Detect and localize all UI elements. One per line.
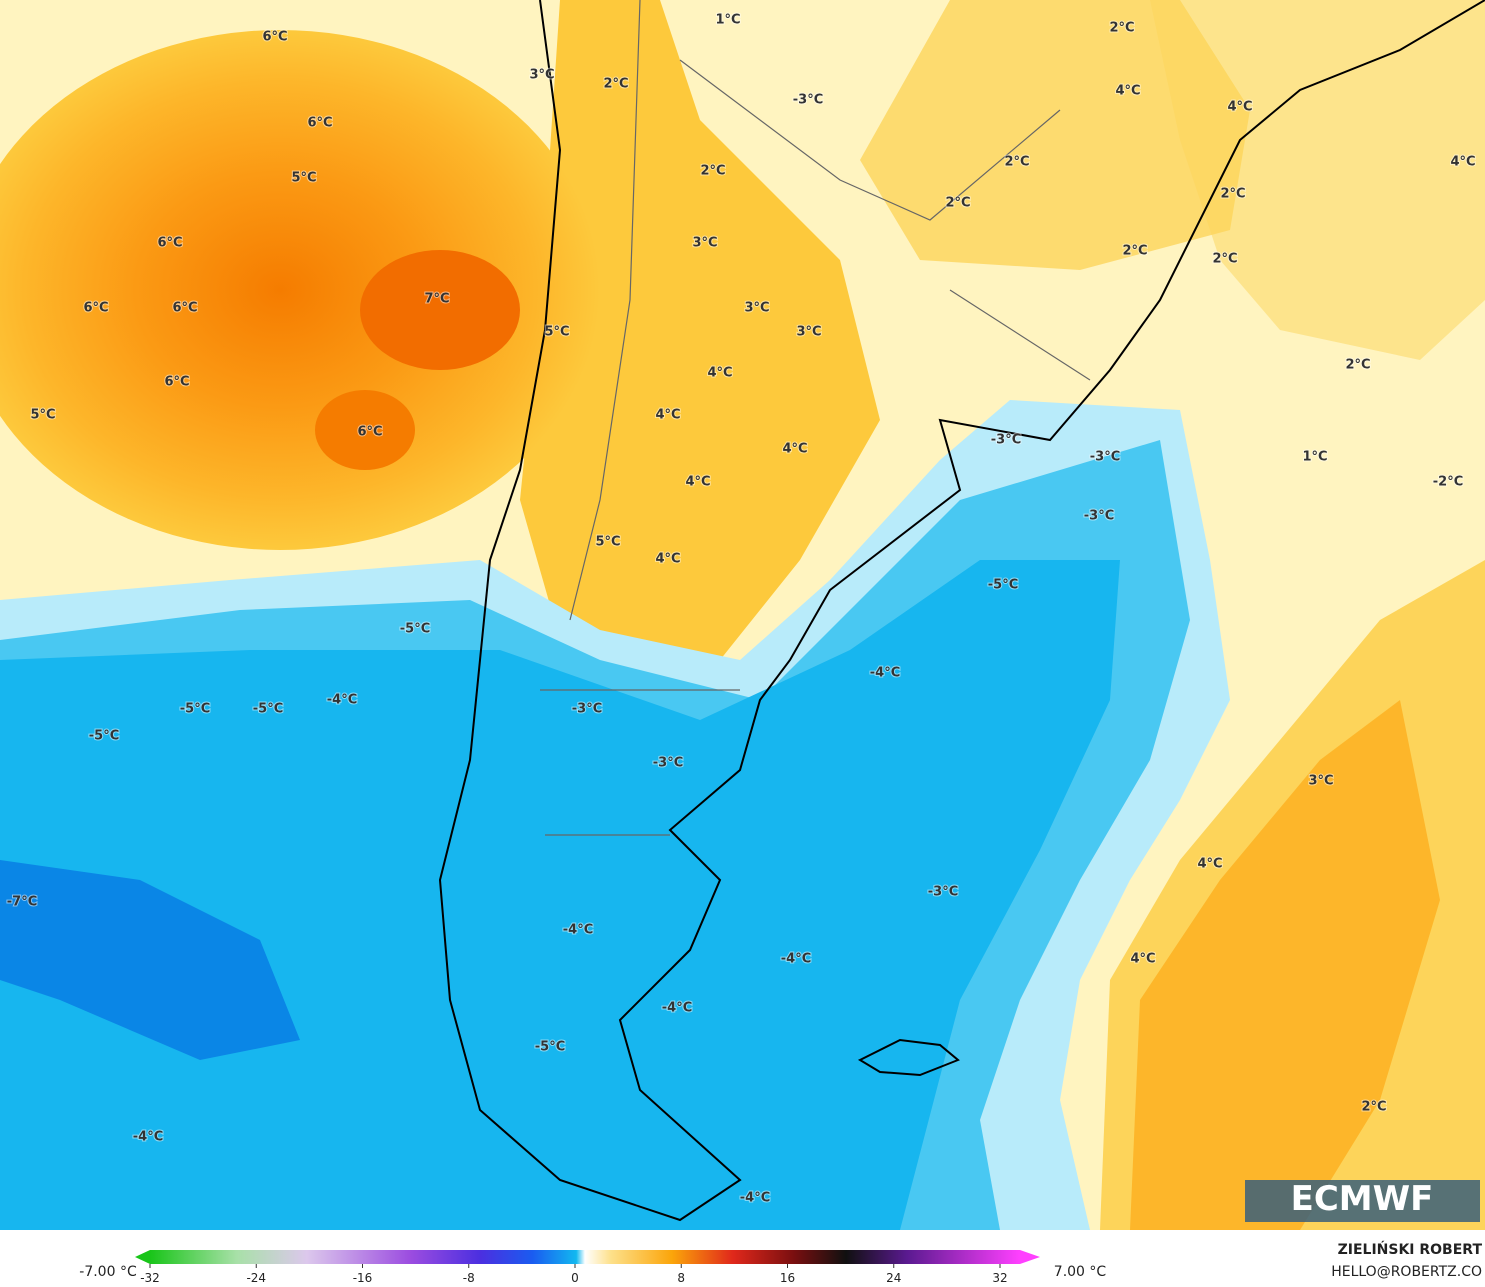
temperature-label: 6°C (164, 375, 189, 390)
temperature-label: -5°C (988, 578, 1018, 593)
coastline (438, 0, 1485, 1222)
temperature-label: 6°C (262, 30, 287, 45)
temperature-label: -3°C (1084, 509, 1114, 524)
colorbar-tick-label: 24 (886, 1271, 901, 1285)
temperature-labels: 6°C 3°C 2°C 1°C -3°C 2°C 4°C 4°C 4°C 6°C 5°C 2°C 2°C… (6, 12, 1477, 1207)
temperature-label: 2°C (700, 164, 725, 179)
temperature-label: 4°C (707, 366, 732, 381)
temperature-label: -4°C (662, 1001, 692, 1016)
temperature-label: 4°C (655, 552, 680, 567)
temperature-label: 5°C (544, 325, 569, 340)
temperature-label: 4°C (685, 475, 710, 490)
temperature-label: -3°C (653, 756, 683, 771)
temperature-label: 1°C (715, 13, 740, 28)
warm-core (360, 250, 520, 370)
colorbar-tick-label: -32 (140, 1271, 160, 1285)
temperature-label: 2°C (603, 77, 628, 92)
temperature-label: -5°C (180, 702, 210, 717)
cold-region (0, 560, 1120, 1230)
colorbar-tick-label: -16 (353, 1271, 373, 1285)
temperature-label: 6°C (83, 301, 108, 316)
colorbar-min: -7.00 °C (79, 1264, 137, 1280)
temperature-label: 2°C (1004, 155, 1029, 170)
warm-region (860, 0, 1250, 270)
temperature-label: -2°C (1433, 475, 1463, 490)
colorbar-tick-label: 16 (780, 1271, 795, 1285)
map: 6°C 3°C 2°C 1°C -3°C 2°C 4°C 4°C 4°C 6°C 5°C 2°C 2°C… (0, 0, 1485, 1230)
logo: ECMWF (1291, 1179, 1434, 1219)
author: ZIELIŃSKI ROBERT (1338, 1240, 1483, 1258)
temperature-label: 4°C (1227, 100, 1252, 115)
colorbar-arrow (135, 1250, 150, 1264)
colorbar-tick-label: -24 (246, 1271, 266, 1285)
temperature-label: 2°C (1212, 252, 1237, 267)
temperature-label: -3°C (572, 702, 602, 717)
temperature-label: 7°C (424, 292, 449, 307)
borders (540, 0, 1091, 836)
temperature-label: 2°C (1345, 358, 1370, 373)
logo-box (1245, 1180, 1480, 1222)
temperature-label: -3°C (991, 433, 1021, 448)
temperature-label: 3°C (1308, 774, 1333, 789)
falkland-islands (857, 1038, 960, 1077)
temperature-label: -3°C (793, 93, 823, 108)
contact: HELLO@ROBERTZ.CO (1331, 1264, 1482, 1280)
temperature-label: 2°C (1109, 21, 1134, 36)
temperature-label: -4°C (327, 693, 357, 708)
temperature-label: -4°C (740, 1191, 770, 1206)
temperature-label: 4°C (1197, 857, 1222, 872)
colorbar-max: 7.00 °C (1054, 1264, 1107, 1280)
temperature-label: -3°C (1090, 450, 1120, 465)
temperature-label: 4°C (1450, 155, 1475, 170)
colorbar (150, 1250, 1020, 1264)
temperature-label: 3°C (744, 301, 769, 316)
temperature-label: 4°C (655, 408, 680, 423)
temperature-label: -4°C (781, 952, 811, 967)
temperature-label: 6°C (172, 301, 197, 316)
temperature-label: 4°C (782, 442, 807, 457)
temperature-label: 6°C (357, 425, 382, 440)
temperature-label: 3°C (529, 68, 554, 83)
colorbar-tick-label: 32 (992, 1271, 1007, 1285)
temperature-label: -5°C (89, 729, 119, 744)
temperature-label: -4°C (133, 1130, 163, 1145)
temperature-label: 3°C (692, 236, 717, 251)
temperature-label: -4°C (870, 666, 900, 681)
colorbar-arrow (1020, 1250, 1040, 1264)
temperature-label: 3°C (796, 325, 821, 340)
temperature-label: -5°C (253, 702, 283, 717)
cold-core (0, 860, 300, 1060)
temperature-label: -3°C (928, 885, 958, 900)
temperature-label: 2°C (1220, 187, 1245, 202)
warm-region (0, 30, 600, 550)
temperature-label: -4°C (563, 923, 593, 938)
warm-region (1130, 700, 1440, 1230)
temperature-label: -7°C (7, 895, 37, 910)
temperature-label: -5°C (535, 1040, 565, 1055)
temperature-label: 5°C (595, 535, 620, 550)
temperature-label: 4°C (1130, 952, 1155, 967)
temperature-label: 1°C (1302, 450, 1327, 465)
temperature-label: 4°C (1115, 84, 1140, 99)
colorbar-ticks: -32 -24 -16 -8 0 8 16 24 32 (140, 1264, 1008, 1285)
temperature-label: 2°C (1361, 1100, 1386, 1115)
colorbar-tick-label: 8 (677, 1271, 685, 1285)
temperature-label: 2°C (1122, 244, 1147, 259)
temperature-label: -5°C (400, 622, 430, 637)
warm-core (315, 390, 415, 470)
temperature-label: 6°C (157, 236, 182, 251)
temperature-label: 5°C (291, 171, 316, 186)
colorbar-tick-label: 0 (571, 1271, 579, 1285)
temperature-label: 2°C (945, 196, 970, 211)
warm-region (520, 0, 880, 660)
temperature-label: 5°C (30, 408, 55, 423)
colorbar-tick-label: -8 (463, 1271, 475, 1285)
temperature-label: 6°C (307, 116, 332, 131)
